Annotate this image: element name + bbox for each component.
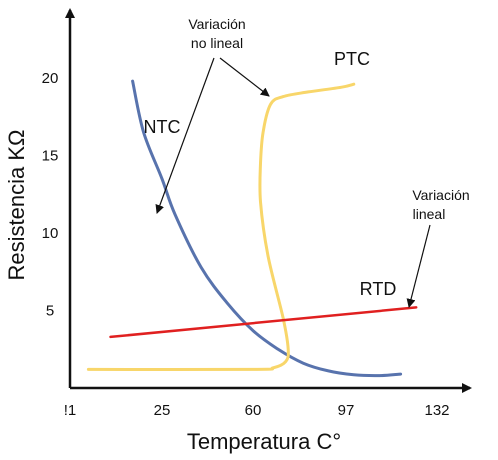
annotation-text: Variación bbox=[412, 187, 469, 203]
y-tick-labels: 5 10 15 20 bbox=[42, 70, 59, 320]
series-ptc-line bbox=[86, 82, 356, 372]
annotation-text: lineal bbox=[413, 206, 446, 222]
y-tick-label: 20 bbox=[42, 70, 59, 87]
y-tick-label: 15 bbox=[42, 148, 59, 165]
series-layer: NTC PTC RTD bbox=[86, 49, 418, 378]
annotation-arrow bbox=[406, 224, 431, 308]
annotation-text: Variación bbox=[188, 16, 245, 32]
x-tick-label: 60 bbox=[245, 402, 262, 419]
x-tick-label: 25 bbox=[154, 402, 171, 419]
x-axis-title: Temperatura C° bbox=[187, 429, 341, 454]
x-tick-label: 97 bbox=[338, 402, 355, 419]
series-rtd-label: RTD bbox=[360, 279, 397, 299]
series-ntc-label: NTC bbox=[144, 117, 181, 137]
annotation-arrow bbox=[219, 57, 270, 97]
series-ntc-line bbox=[131, 79, 403, 378]
annotation-arrow bbox=[155, 57, 215, 214]
y-tick-label: 10 bbox=[42, 225, 59, 242]
annotation-layer: Variación no lineal Variación lineal bbox=[155, 16, 470, 308]
annotation-text: no lineal bbox=[191, 35, 243, 51]
series-ptc-label: PTC bbox=[334, 49, 370, 69]
x-tick-labels: !1 25 60 97 132 bbox=[64, 402, 450, 419]
x-tick-label: !1 bbox=[64, 402, 77, 419]
x-tick-label: 132 bbox=[424, 402, 449, 419]
y-tick-label: 5 bbox=[46, 303, 54, 320]
series-rtd-line bbox=[109, 306, 418, 339]
y-axis-title: Resistencia KΩ bbox=[4, 130, 29, 281]
